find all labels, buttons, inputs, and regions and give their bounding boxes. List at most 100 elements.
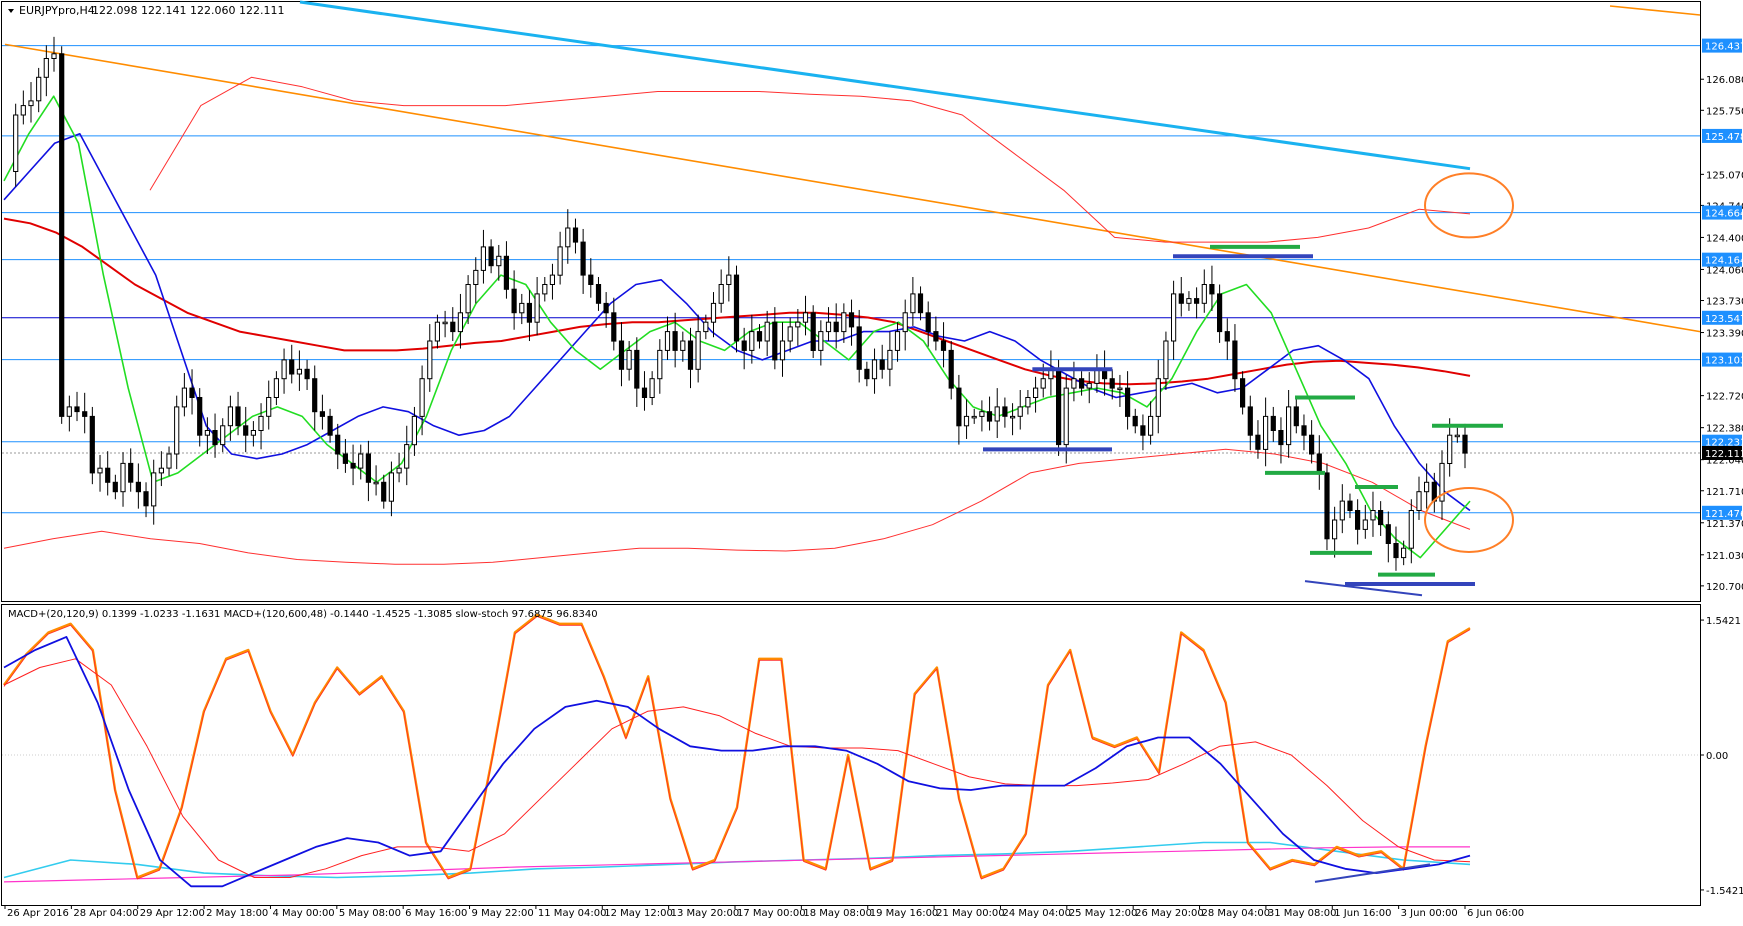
candle-body	[128, 462, 134, 483]
candle-body	[20, 105, 26, 116]
time-tick-label: 6 May 16:00	[405, 908, 467, 919]
candle-body	[1324, 472, 1330, 540]
dropdown-triangle-icon[interactable]	[8, 9, 14, 13]
price-tick-label: 123.390	[1706, 329, 1743, 340]
candle-body	[51, 53, 57, 59]
candle-body	[1086, 382, 1092, 389]
candle-body	[1301, 425, 1307, 436]
highlight-circle	[1424, 486, 1514, 553]
candle-body	[1209, 284, 1215, 295]
price-axis[interactable]: 126.080125.750125.070124.740124.400124.0…	[1700, 38, 1743, 593]
candle-body	[1163, 340, 1169, 380]
time-tick-label: 21 May 00:00	[936, 908, 1005, 919]
price-tick-label: 126.080	[1706, 75, 1743, 86]
candle-body	[89, 415, 95, 474]
candle-body	[825, 321, 832, 333]
candle-body	[1033, 387, 1039, 399]
candle-body	[618, 340, 625, 370]
candle-body	[764, 321, 770, 342]
candle-body	[565, 227, 571, 248]
candle-body	[135, 481, 142, 493]
time-tick-label: 28 May 04:00	[1202, 908, 1271, 919]
candle-body	[534, 293, 540, 323]
candle-body	[641, 387, 648, 399]
oscillator-lines	[2, 613, 1700, 888]
candle-body	[342, 453, 348, 464]
candle-body	[189, 387, 195, 399]
orange-trendline-upper	[1609, 5, 1701, 16]
symbol-header[interactable]: EURJPYpro,H4 122.098 122.141 122.060 122…	[8, 4, 284, 17]
price-tick-label: 122.040	[1706, 456, 1743, 467]
candle-body	[289, 359, 295, 375]
candle-body	[1040, 378, 1046, 389]
candle-body	[603, 302, 609, 314]
candle-body	[1178, 293, 1184, 304]
candle-body	[319, 411, 325, 417]
candle-body	[427, 340, 433, 380]
candle-body	[273, 378, 279, 399]
candle-body	[649, 378, 655, 399]
price-tick-label: 123.730	[1706, 297, 1743, 308]
candle-body	[97, 467, 103, 474]
candle-body	[166, 453, 172, 469]
level-badge-label: 123.547	[1705, 314, 1743, 325]
level-badge	[1702, 505, 1742, 520]
price-pane-frame	[1, 1, 1701, 602]
time-tick-label: 11 May 04:00	[538, 908, 607, 919]
candle-body	[979, 411, 985, 417]
candle-body	[1010, 415, 1016, 419]
time-tick-label: 9 May 22:00	[472, 908, 534, 919]
candle-body	[1155, 378, 1161, 417]
candle-body	[197, 397, 203, 436]
level-badge	[1702, 38, 1742, 53]
level-badge-label: 122.231	[1705, 438, 1743, 449]
candle-body	[902, 312, 908, 333]
orange-trendline	[4, 43, 1701, 333]
candle-body	[151, 472, 157, 507]
candle-body	[1240, 378, 1246, 408]
level-badge	[1702, 352, 1742, 367]
candle-body	[250, 430, 257, 436]
candle-body	[549, 274, 555, 286]
candle-body	[848, 312, 855, 328]
candle-body	[818, 331, 824, 351]
candle-body	[910, 293, 916, 314]
time-axis[interactable]: 26 Apr 2016 28 Apr 04:00 29 Apr 12:00 2 May…	[4, 905, 1524, 919]
price-tick-label: 122.380	[1706, 424, 1743, 435]
candle-body	[1424, 481, 1430, 493]
time-tick-label: 6 Jun 06:00	[1467, 908, 1524, 919]
candle-body	[511, 288, 517, 314]
candle-body	[879, 359, 885, 370]
candle-body	[526, 302, 532, 323]
oscillator-pane[interactable]	[1, 604, 1701, 906]
price-tick-label: 120.700	[1706, 582, 1743, 593]
price-tick-label: 124.400	[1706, 233, 1743, 244]
candle-body	[312, 378, 318, 413]
candle-body	[204, 430, 211, 436]
candle-body	[266, 397, 272, 417]
candlesticks	[13, 36, 1468, 571]
cyan-trendline	[299, 0, 1471, 171]
candle-body	[710, 302, 717, 323]
current-price-badge	[1702, 445, 1742, 460]
candle-body	[634, 349, 640, 389]
osc-tick-label: 1.5421	[1706, 616, 1741, 627]
candle-body	[956, 387, 962, 427]
candle-body	[572, 227, 579, 243]
candle-body	[626, 349, 632, 370]
candle-body	[396, 467, 402, 474]
candle-body	[335, 434, 341, 455]
candle-body	[940, 340, 947, 351]
candle-body	[1408, 510, 1414, 549]
candle-body	[43, 58, 49, 78]
candle-body	[212, 430, 218, 446]
candle-body	[1002, 406, 1008, 417]
candle-body	[388, 472, 394, 502]
candle-body	[411, 415, 417, 446]
candle-body	[917, 293, 924, 314]
candle-body	[1017, 406, 1023, 417]
drawings	[983, 172, 1514, 597]
price-pane[interactable]	[1, 0, 1701, 602]
